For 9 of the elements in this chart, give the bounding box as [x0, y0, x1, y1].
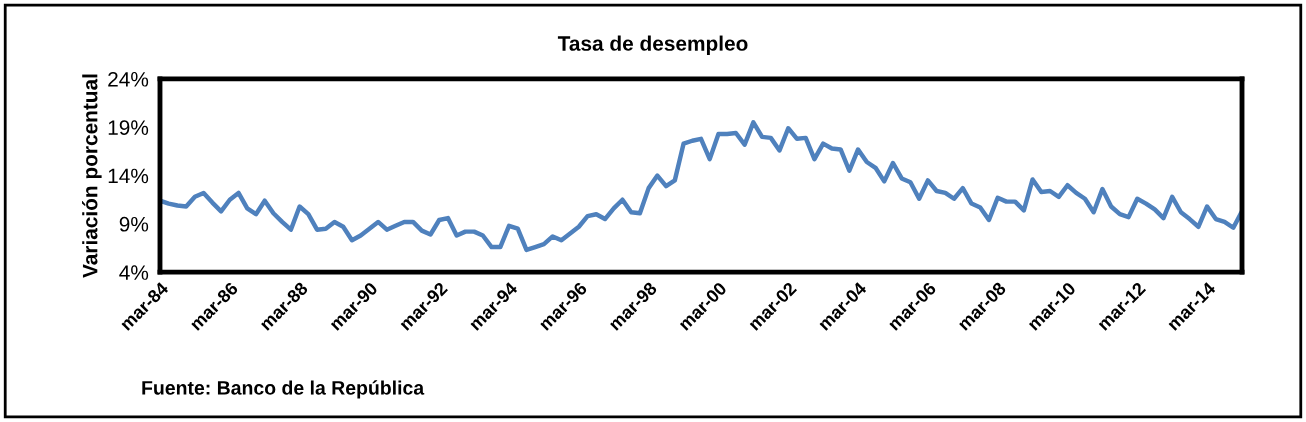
y-tick-label: 14% [108, 168, 149, 184]
y-axis-title: Variación porcentual [82, 74, 102, 278]
y-tick-label: 9% [119, 216, 149, 232]
y-tick-label: 4% [119, 265, 149, 280]
source-note: Fuente: Banco de la República [142, 380, 425, 399]
y-tick-label: 24% [108, 71, 149, 87]
line-series [159, 120, 1243, 253]
y-tick-label: 19% [108, 120, 149, 135]
chart-title: Tasa de desempleo [557, 35, 748, 55]
